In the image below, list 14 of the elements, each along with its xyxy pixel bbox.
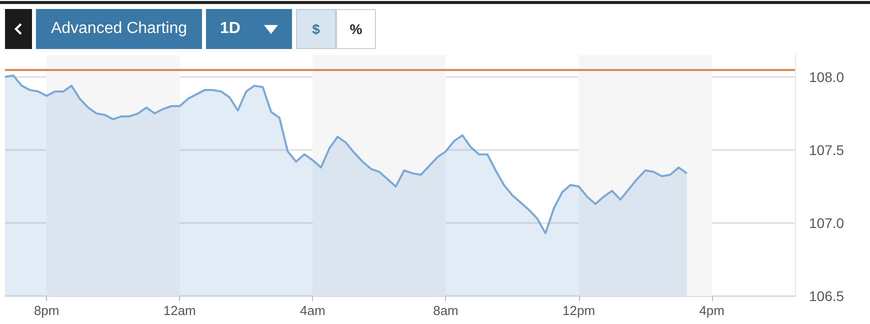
text: Advanced Charting — [36, 9, 202, 49]
text: % — [336, 9, 376, 49]
x-tick-label: 12am — [163, 303, 196, 318]
x-tick-label: 8am — [433, 303, 458, 318]
x-tick-label: 8pm — [34, 303, 60, 318]
x-tick-label: 4pm — [699, 303, 724, 318]
x-tick-label: 4am — [300, 303, 326, 318]
text: $ — [296, 9, 336, 49]
x-tick-label: 12pm — [562, 303, 596, 318]
y-tick-label: 108.0 — [809, 68, 844, 85]
y-tick-label: 106.5 — [809, 288, 844, 304]
text: 1D — [220, 20, 240, 38]
y-tick-label: 107.0 — [809, 214, 844, 231]
y-tick-label: 107.5 — [809, 142, 844, 158]
